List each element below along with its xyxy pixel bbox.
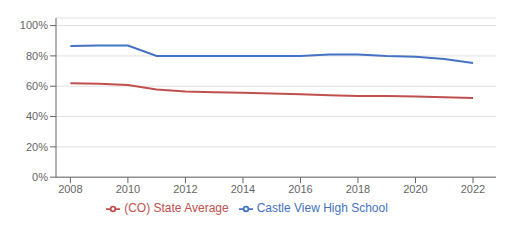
svg-text:60%: 60%	[26, 80, 48, 92]
svg-text:2010: 2010	[116, 183, 140, 195]
svg-text:2008: 2008	[58, 183, 82, 195]
svg-text:2020: 2020	[403, 183, 427, 195]
html-text:Castle View High School: Castle View High School	[256, 201, 388, 216]
svg-text:0%: 0%	[32, 171, 48, 183]
svg-text:80%: 80%	[26, 50, 48, 62]
svg-text:40%: 40%	[26, 110, 48, 122]
svg-text:2022: 2022	[461, 183, 485, 195]
html-text:(CO) State Average: (CO) State Average	[124, 201, 229, 216]
svg-text:100%: 100%	[20, 19, 48, 31]
svg-text:2016: 2016	[288, 183, 312, 195]
svg-text:20%: 20%	[26, 141, 48, 153]
svg-text:2012: 2012	[173, 183, 197, 195]
svg-text:2014: 2014	[231, 183, 255, 195]
svg-text:2018: 2018	[346, 183, 370, 195]
